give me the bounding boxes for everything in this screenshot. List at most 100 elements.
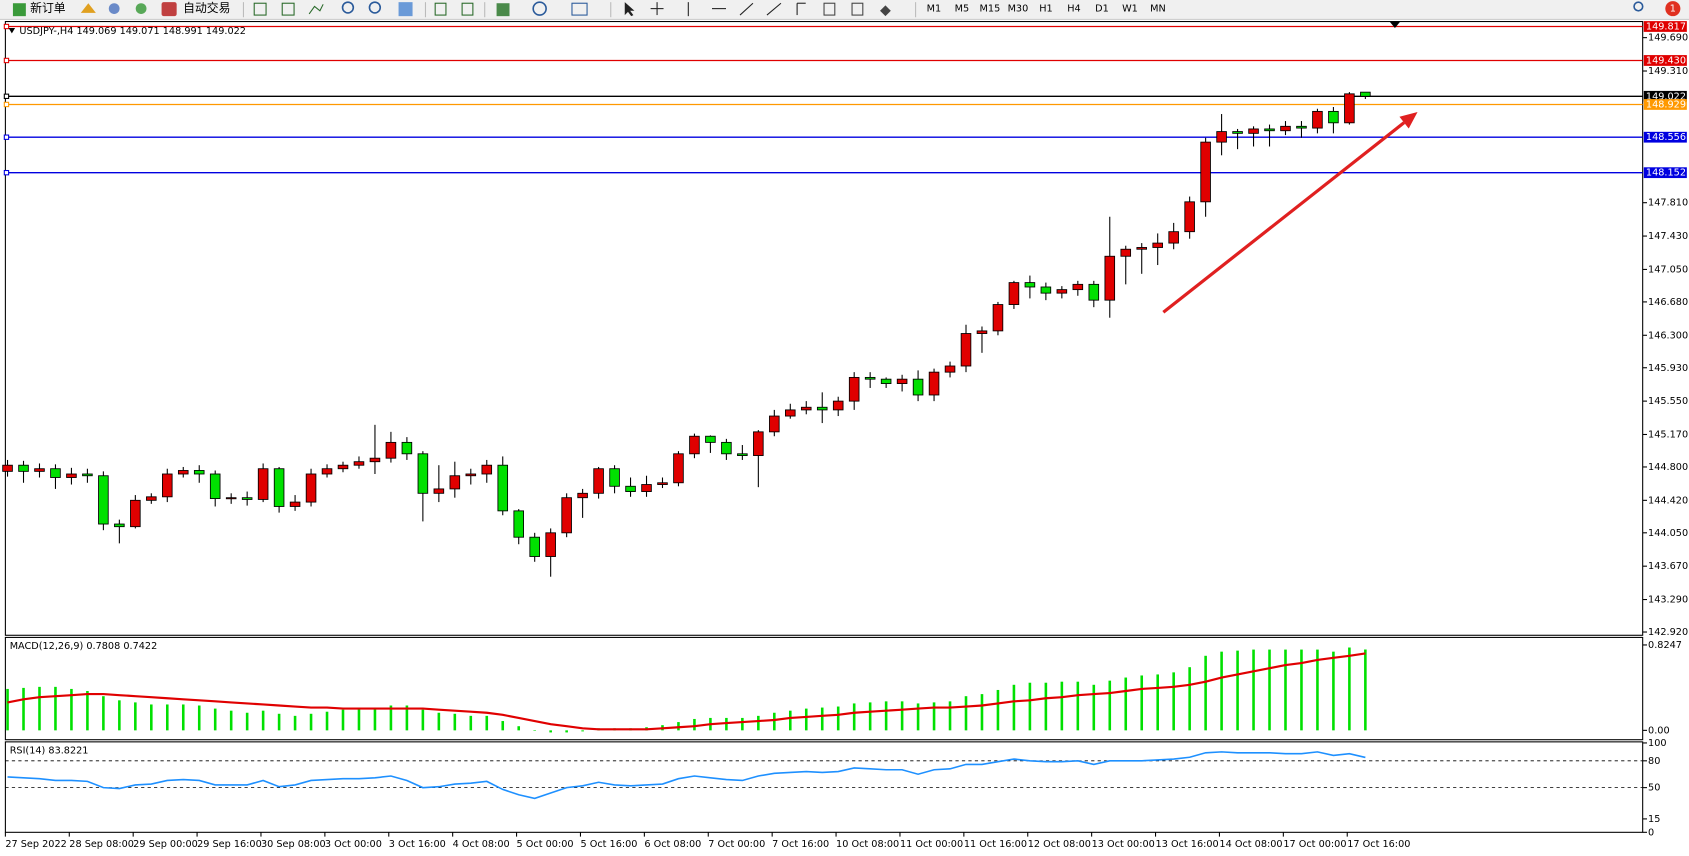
candle-body bbox=[800, 406, 812, 411]
timeframe-button[interactable]: M30 bbox=[1008, 4, 1029, 15]
candle-body bbox=[162, 473, 173, 498]
candle-body bbox=[465, 473, 477, 477]
candle-body bbox=[705, 435, 716, 443]
candle-body bbox=[1360, 91, 1371, 97]
timeframe-button[interactable]: D1 bbox=[1095, 4, 1109, 15]
new-order-button[interactable]: 新订单 bbox=[30, 1, 66, 15]
macd-bar bbox=[181, 704, 185, 731]
macd-bar bbox=[773, 712, 776, 731]
macd-bar bbox=[693, 718, 696, 731]
candle-body bbox=[992, 304, 1004, 332]
notification-badge[interactable] bbox=[1665, 1, 1681, 17]
templates-icon[interactable] bbox=[571, 2, 588, 16]
indicators-icon[interactable] bbox=[496, 3, 510, 17]
macd-bar bbox=[1316, 649, 1319, 731]
line-chart-icon[interactable] bbox=[308, 4, 324, 15]
icon[interactable] bbox=[80, 3, 96, 13]
x-tick-label: 11 Oct 00:00 bbox=[900, 839, 963, 850]
macd-bar bbox=[788, 710, 792, 731]
arrows-icon[interactable] bbox=[880, 5, 891, 17]
y-tick-label: 149.310 bbox=[1648, 66, 1688, 77]
macd-bar bbox=[1028, 682, 1032, 731]
timeframe-button[interactable]: H4 bbox=[1067, 4, 1080, 15]
x-tick-label: 7 Oct 16:00 bbox=[772, 839, 829, 850]
scroll-icon[interactable] bbox=[434, 2, 447, 16]
macd-bar bbox=[581, 730, 584, 732]
level-label: 148.929 bbox=[1646, 99, 1686, 110]
label-icon[interactable] bbox=[851, 2, 864, 16]
macd-bar bbox=[1204, 655, 1207, 731]
macd-bar bbox=[325, 711, 329, 731]
new-order-icon[interactable] bbox=[12, 3, 26, 17]
timeframe-button[interactable]: M15 bbox=[980, 4, 1001, 15]
macd-bar bbox=[836, 706, 840, 731]
macd-chart: 0.8247 0.00 bbox=[6, 640, 1682, 736]
candle-body bbox=[2, 464, 13, 472]
candle-body bbox=[257, 468, 269, 500]
y-tick-label: 145.930 bbox=[1648, 363, 1688, 374]
zoom-out-icon[interactable] bbox=[368, 1, 382, 14]
x-tick-label: 30 Sep 08:00 bbox=[261, 839, 326, 850]
x-tick-label: 5 Oct 00:00 bbox=[517, 839, 574, 850]
text-icon[interactable] bbox=[823, 2, 836, 16]
candle-body bbox=[1200, 141, 1211, 203]
y-tick-label: 50 bbox=[1648, 783, 1660, 794]
macd-bar bbox=[421, 709, 425, 731]
macd-bar bbox=[501, 721, 505, 731]
timeframe-button[interactable]: M1 bbox=[927, 4, 942, 15]
level-label-bg bbox=[1643, 167, 1687, 179]
macd-bar bbox=[357, 708, 361, 731]
shift-icon[interactable] bbox=[461, 2, 474, 16]
candle-body bbox=[417, 453, 429, 494]
level-label: 149.430 bbox=[1646, 55, 1686, 66]
notification-count[interactable]: 1 bbox=[1670, 4, 1676, 15]
level-handle bbox=[3, 23, 10, 30]
macd-bar bbox=[1140, 675, 1144, 731]
candle-body bbox=[1328, 110, 1339, 124]
timeframe-button[interactable]: H1 bbox=[1039, 4, 1052, 15]
trendline-icon[interactable] bbox=[739, 2, 754, 16]
macd-bar bbox=[533, 730, 536, 731]
x-tick-label: 29 Sep 16:00 bbox=[197, 839, 262, 850]
macd-bar bbox=[1284, 649, 1287, 731]
macd-bar bbox=[1220, 651, 1223, 731]
macd-bar bbox=[820, 707, 824, 731]
macd-bar bbox=[86, 691, 89, 731]
macd-bar bbox=[1044, 682, 1048, 731]
auto-trade-icon[interactable] bbox=[161, 2, 177, 17]
x-tick-label: 4 Oct 08:00 bbox=[453, 839, 510, 850]
x-tick-label: 17 Oct 16:00 bbox=[1347, 839, 1410, 850]
y-tick-label: 149.690 bbox=[1648, 33, 1688, 44]
level-handle bbox=[3, 93, 10, 99]
timeframe-button[interactable]: M5 bbox=[955, 4, 970, 15]
candle-body bbox=[497, 464, 509, 512]
timeframe-button[interactable]: MN bbox=[1150, 4, 1166, 15]
candle-body bbox=[193, 470, 205, 475]
icon[interactable] bbox=[108, 3, 120, 14]
candle-icon[interactable] bbox=[281, 2, 295, 16]
rsi-title: RSI(14) 83.8221 bbox=[10, 745, 89, 756]
candle-body bbox=[433, 488, 445, 494]
search-icon[interactable] bbox=[1633, 1, 1644, 12]
candle-body bbox=[1088, 283, 1100, 301]
level-label-bg bbox=[1643, 90, 1687, 102]
candle-body bbox=[209, 473, 221, 500]
auto-trade-button[interactable]: 自动交易 bbox=[183, 1, 230, 15]
level-label: 149.817 bbox=[1646, 21, 1686, 32]
candle-body bbox=[1216, 131, 1227, 143]
y-tick-label: 146.300 bbox=[1648, 330, 1688, 341]
zoom-in-icon[interactable] bbox=[341, 1, 355, 14]
y-tick-label: 143.670 bbox=[1648, 561, 1688, 572]
macd-bar bbox=[757, 715, 760, 731]
candle-body bbox=[769, 415, 780, 433]
candle-body bbox=[960, 333, 972, 367]
candle-body bbox=[353, 461, 365, 466]
timeframe-button[interactable]: W1 bbox=[1122, 4, 1138, 15]
candle-body bbox=[1344, 93, 1355, 124]
icon[interactable] bbox=[135, 3, 147, 14]
channel-icon[interactable] bbox=[766, 2, 782, 16]
periods-icon[interactable] bbox=[532, 1, 547, 16]
cursor-icon[interactable] bbox=[624, 2, 635, 17]
bar-chart-icon[interactable] bbox=[253, 2, 267, 16]
tile-icon[interactable] bbox=[398, 2, 413, 17]
